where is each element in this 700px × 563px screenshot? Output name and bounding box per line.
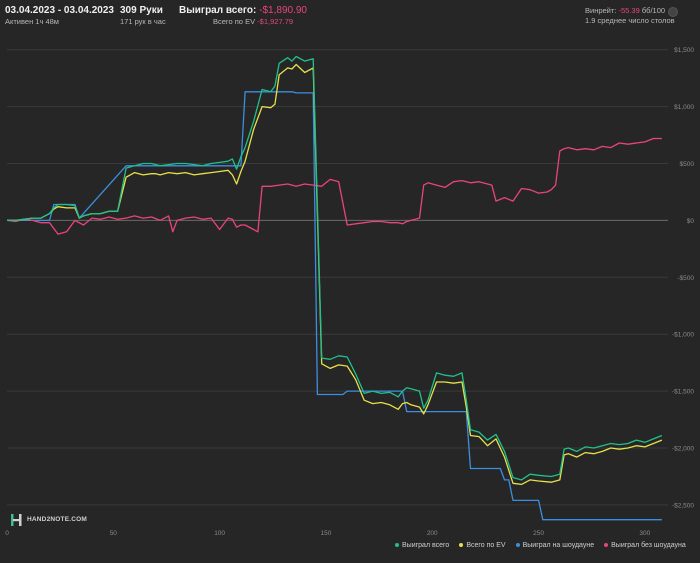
results-graph: $1,500 $1,000 $500 $0 -$500 -$1,000 -$1,500 -$2… [0, 32, 700, 558]
total-won-label: Выиграл всего: [179, 5, 257, 16]
legend-dot-icon [459, 543, 464, 548]
ev-label: Всего по EV [213, 17, 256, 26]
legend-item[interactable]: Выиграл всего [395, 542, 449, 549]
hands-per-hour: 171 рук в час [120, 17, 166, 26]
y-tick-label: -$2,000 [672, 446, 694, 453]
x-tick-label: 150 [321, 530, 332, 537]
legend-label: Выиграл без шоудауна [611, 542, 686, 549]
hands-count: 309 Руки [120, 5, 163, 16]
winrate-label: Винрейт: [585, 6, 617, 15]
winrate-unit: бб/100 [641, 6, 666, 15]
logo-text: HAND2NOTE.COM [27, 516, 88, 523]
legend-item[interactable]: Всего по EV [459, 542, 506, 549]
legend-dot-icon [515, 543, 520, 548]
active-time: Активен 1ч 48м [5, 17, 59, 26]
x-tick-label: 300 [639, 530, 650, 537]
legend-label: Выиграл на шоудауне [522, 542, 595, 549]
legend-item[interactable]: Выиграл без шоудауна [604, 542, 686, 549]
series-line [6, 137, 662, 235]
x-tick-label: 50 [110, 530, 118, 537]
y-tick-label: -$2,500 [672, 502, 694, 509]
logo-mark-icon [11, 514, 22, 526]
total-won-value: -$1,890.90 [259, 5, 307, 16]
x-tick-label: 250 [533, 530, 544, 537]
avg-tables: 1.9 среднее число столов [585, 16, 675, 25]
legend-label: Всего по EV [466, 542, 506, 549]
ev-value: -$1,927.79 [257, 17, 294, 26]
legend-dot-icon [604, 543, 609, 548]
ev-total: Всего по EV -$1,927.79 [213, 17, 293, 26]
y-tick-label: $1,500 [674, 47, 694, 54]
y-tick-label: -$500 [677, 275, 694, 282]
series-line [7, 55, 663, 481]
total-won: Выиграл всего: -$1,890.90 [179, 5, 307, 16]
series-line [7, 91, 662, 521]
legend-item[interactable]: Выиграл на шоудауне [515, 542, 595, 549]
stats-header: 03.04.2023 - 03.04.2023 Активен 1ч 48м 3… [0, 0, 700, 32]
legend-label: Выиграл всего [402, 542, 450, 549]
winrate-value: -55.39 [618, 6, 640, 15]
x-tick-label: 200 [427, 530, 438, 537]
legend-dot-icon [395, 543, 399, 548]
y-tick-label: $500 [680, 161, 695, 168]
chart-legend: Выиграл всего Всего по EV Выиграл на шоуда… [395, 542, 696, 554]
y-tick-label: $0 [687, 218, 695, 225]
settings-icon[interactable] [668, 7, 678, 17]
x-tick-label: 0 [5, 530, 9, 537]
series-line [7, 63, 663, 486]
y-tick-label: $1,000 [674, 104, 694, 111]
y-tick-label: -$1,500 [672, 389, 694, 396]
date-range: 03.04.2023 - 03.04.2023 [5, 5, 114, 16]
graph-svg: $1,500 $1,000 $500 $0 -$500 -$1,000 -$1,500 -$2… [5, 47, 695, 537]
winrate: Винрейт: -55.39 бб/100 [585, 6, 665, 15]
x-tick-label: 100 [214, 530, 225, 537]
y-tick-label: -$1,000 [672, 332, 694, 339]
